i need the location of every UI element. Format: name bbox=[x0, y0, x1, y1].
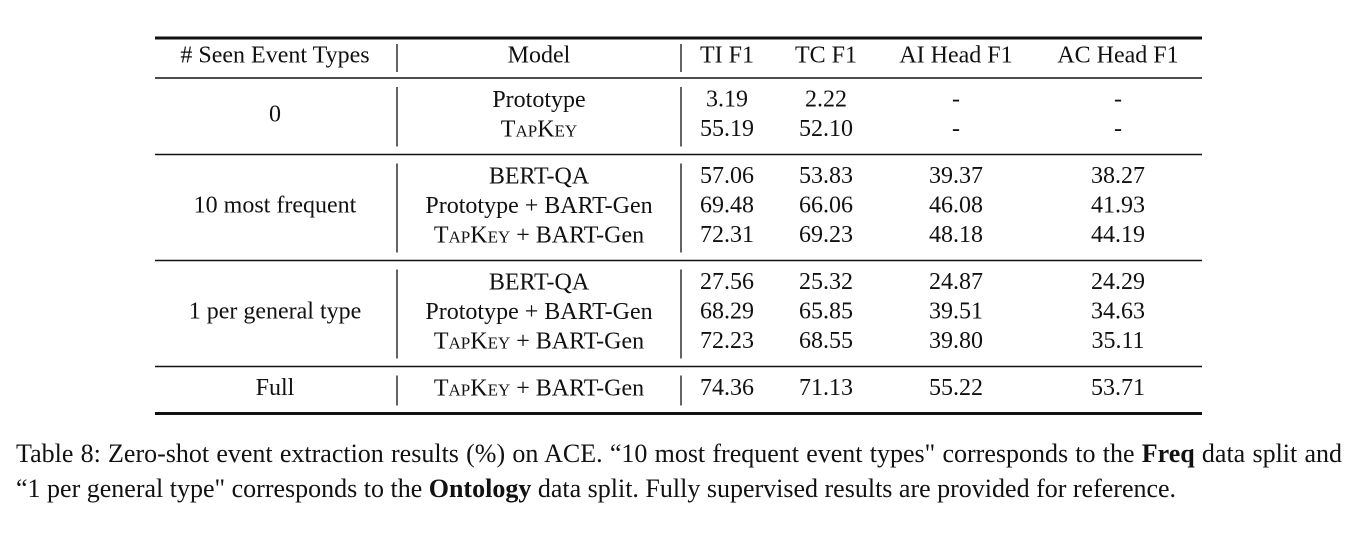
caption-text: data split. Fully supervised results are… bbox=[531, 474, 1177, 503]
caption-text: data split and “1 per general type" corr… bbox=[16, 439, 1342, 503]
model-name: BERT-QA bbox=[489, 269, 590, 295]
model-word: + bbox=[516, 222, 530, 248]
model-word: + bbox=[525, 299, 539, 325]
score: 72.31 bbox=[700, 222, 754, 248]
score: 69.23 bbox=[799, 222, 853, 248]
model-word: TapKey bbox=[434, 328, 510, 354]
caption-text: Table 8: Zero-shot event extraction resu… bbox=[16, 439, 1142, 468]
model-word: + bbox=[516, 375, 530, 401]
model-word: BART-Gen bbox=[536, 375, 644, 401]
score: 27.56 bbox=[700, 269, 754, 295]
score: 53.83 bbox=[799, 163, 853, 189]
score: 34.63 bbox=[1091, 299, 1145, 325]
score: 25.32 bbox=[799, 269, 853, 295]
caption: Table 8: Zero-shot event extraction resu… bbox=[16, 436, 1342, 506]
seen-types: 10 most frequent bbox=[194, 193, 357, 219]
model-name: TapKey + BART-Gen bbox=[434, 222, 644, 248]
score: 2.22 bbox=[805, 87, 847, 113]
score: - bbox=[1114, 87, 1122, 113]
seen-types: 0 bbox=[269, 101, 281, 127]
column-header: Model bbox=[508, 43, 571, 69]
column-header: AC Head F1 bbox=[1057, 43, 1178, 69]
score: 39.80 bbox=[929, 328, 983, 354]
score: 41.93 bbox=[1091, 193, 1145, 219]
model-word: BART-Gen bbox=[544, 193, 652, 219]
model-word: Prototype bbox=[425, 299, 518, 325]
score: - bbox=[1114, 116, 1122, 142]
model-word: TapKey bbox=[501, 116, 577, 142]
model-name: TapKey bbox=[501, 116, 577, 142]
column-header: TC F1 bbox=[795, 43, 857, 69]
seen-types: 1 per general type bbox=[189, 299, 362, 325]
model-word: BART-Gen bbox=[544, 299, 652, 325]
score: 24.87 bbox=[929, 269, 983, 295]
score: 3.19 bbox=[706, 87, 748, 113]
model-word: TapKey bbox=[434, 375, 510, 401]
score: 55.22 bbox=[929, 375, 983, 401]
score: 55.19 bbox=[700, 116, 754, 142]
score: 39.37 bbox=[929, 163, 983, 189]
caption-bold: Freq bbox=[1141, 439, 1195, 468]
model-word: Prototype bbox=[492, 87, 585, 113]
score: 24.29 bbox=[1091, 269, 1145, 295]
score: 52.10 bbox=[799, 116, 853, 142]
model-word: + bbox=[516, 328, 530, 354]
score: 48.18 bbox=[929, 222, 983, 248]
score: - bbox=[952, 116, 960, 142]
score: 72.23 bbox=[700, 328, 754, 354]
column-header: TI F1 bbox=[700, 43, 754, 69]
model-word: Prototype bbox=[425, 193, 518, 219]
model-name: Prototype + BART-Gen bbox=[425, 193, 652, 219]
model-name: Prototype + BART-Gen bbox=[425, 299, 652, 325]
score: 38.27 bbox=[1091, 163, 1145, 189]
score: 71.13 bbox=[799, 375, 853, 401]
model-name: Prototype bbox=[492, 87, 585, 113]
score: 66.06 bbox=[799, 193, 853, 219]
model-word: TapKey bbox=[434, 222, 510, 248]
model-word: BERT-QA bbox=[489, 163, 590, 189]
seen-types: Full bbox=[256, 375, 295, 401]
score: 39.51 bbox=[929, 299, 983, 325]
score: 68.55 bbox=[799, 328, 853, 354]
score: 57.06 bbox=[700, 163, 754, 189]
score: 53.71 bbox=[1091, 375, 1145, 401]
column-header: AI Head F1 bbox=[899, 43, 1012, 69]
model-word: + bbox=[525, 193, 539, 219]
score: 46.08 bbox=[929, 193, 983, 219]
score: 44.19 bbox=[1091, 222, 1145, 248]
caption-bold: Ontology bbox=[428, 474, 532, 503]
score: 35.11 bbox=[1091, 328, 1144, 354]
model-word: BART-Gen bbox=[536, 328, 644, 354]
model-word: BERT-QA bbox=[489, 269, 590, 295]
model-name: TapKey + BART-Gen bbox=[434, 375, 644, 401]
column-header: # Seen Event Types bbox=[180, 43, 369, 69]
score: 68.29 bbox=[700, 299, 754, 325]
score: 74.36 bbox=[700, 375, 754, 401]
results-table: # Seen Event Types Model TI F1 TC F1 AI Head… bbox=[155, 36, 1202, 415]
model-word: BART-Gen bbox=[536, 222, 644, 248]
model-name: BERT-QA bbox=[489, 163, 590, 189]
score: 65.85 bbox=[799, 299, 853, 325]
score: - bbox=[952, 87, 960, 113]
model-name: TapKey + BART-Gen bbox=[434, 328, 644, 354]
score: 69.48 bbox=[700, 193, 754, 219]
